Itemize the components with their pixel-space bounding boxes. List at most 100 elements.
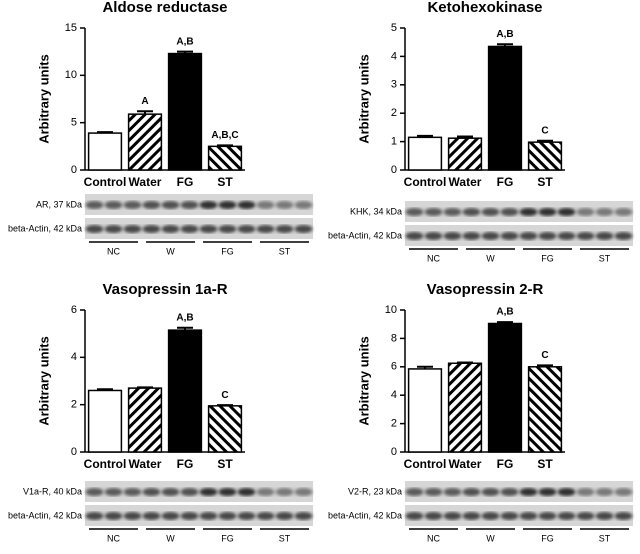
blot-band	[142, 512, 161, 520]
blot-band	[256, 488, 275, 496]
lane-label: ST	[279, 533, 291, 543]
blot-label: beta-Actin, 42 kDa	[328, 230, 402, 240]
blot-band	[614, 208, 633, 216]
error-bar	[97, 131, 113, 134]
bar	[407, 136, 443, 171]
lane-label: ST	[599, 533, 611, 543]
y-tick-label: 0	[71, 446, 77, 458]
lane-label: ST	[279, 246, 291, 256]
error-bar	[177, 50, 193, 54]
y-tick-label: 5	[391, 22, 397, 34]
bar	[487, 45, 523, 171]
lane-label: W	[166, 246, 175, 256]
blot-band	[85, 201, 104, 209]
blot-band	[443, 512, 462, 520]
blot-band	[443, 232, 462, 240]
bar	[407, 368, 443, 453]
y-tick-label: 10	[385, 304, 397, 316]
y-tick-label: 6	[391, 361, 397, 373]
error-bar	[537, 364, 553, 367]
x-tick-label: ST	[537, 175, 553, 189]
lane-label: NC	[107, 246, 120, 256]
blot-band	[275, 225, 294, 233]
bar	[447, 137, 483, 171]
x-tick-label: Control	[404, 175, 447, 189]
blot-band	[500, 208, 519, 216]
blot-band	[199, 512, 218, 520]
y-tick-label: 4	[391, 389, 397, 401]
blot-band	[123, 225, 142, 233]
blot-band	[256, 512, 275, 520]
blot-band	[595, 488, 614, 496]
significance-label: A,B	[496, 307, 513, 318]
blot-band	[462, 208, 481, 216]
blot-band	[576, 488, 595, 496]
bar	[207, 145, 243, 171]
blot-band	[237, 201, 256, 209]
blot-background	[405, 481, 633, 502]
blot-band	[275, 488, 294, 496]
blot-band	[104, 225, 123, 233]
blot-band	[218, 201, 237, 209]
error-bar	[177, 326, 193, 331]
chart-title: Ketohexokinase	[427, 0, 542, 16]
blot-band	[519, 488, 538, 496]
significance-label: A,B	[176, 36, 193, 47]
lane-label: FG	[221, 533, 234, 543]
chart-title: Aldose reductase	[102, 0, 227, 16]
blot-band	[576, 208, 595, 216]
y-tick-label: 0	[71, 164, 77, 176]
blot-background	[85, 218, 313, 239]
blot-label: V1a-R, 40 kDa	[23, 486, 82, 496]
y-tick-label: 8	[391, 332, 397, 344]
blot-band	[104, 201, 123, 209]
blot-band	[557, 232, 576, 240]
blot-band	[576, 232, 595, 240]
blot-band	[104, 488, 123, 496]
blot-band	[500, 512, 519, 520]
blot-band	[614, 488, 633, 496]
significance-label: C	[541, 350, 548, 361]
blot-band	[481, 208, 500, 216]
blot-label: KHK, 34 kDa	[350, 206, 402, 216]
blot-band	[180, 512, 199, 520]
blot-background	[85, 505, 313, 526]
blot-band	[538, 208, 557, 216]
blot-band	[199, 201, 218, 209]
blot-band	[614, 232, 633, 240]
blot-band	[443, 208, 462, 216]
blot-background	[85, 194, 313, 215]
blot-band	[500, 488, 519, 496]
blot-band	[199, 225, 218, 233]
blot-band	[85, 512, 104, 520]
blot-band	[576, 512, 595, 520]
blot-band	[462, 488, 481, 496]
blot-band	[405, 512, 424, 520]
lane-label: FG	[541, 533, 554, 543]
y-tick-label: 4	[391, 50, 397, 62]
y-tick-label: 2	[71, 399, 77, 411]
x-tick-label: Control	[404, 457, 447, 471]
bar	[87, 132, 123, 171]
y-tick-label: 2	[391, 418, 397, 430]
x-tick-label: Control	[84, 457, 127, 471]
blot-band	[180, 488, 199, 496]
lane-label: ST	[599, 253, 611, 263]
x-tick-label: Water	[449, 175, 482, 189]
chart-title: Vasopressin 1a-R	[102, 281, 227, 298]
blot-band	[142, 225, 161, 233]
y-axis-label: Arbitrary units	[36, 336, 51, 426]
blot-label: beta-Actin, 42 kDa	[328, 510, 402, 520]
error-bar	[457, 361, 473, 364]
blot-band	[405, 232, 424, 240]
blot-label: beta-Actin, 42 kDa	[8, 510, 82, 520]
error-bar	[137, 386, 153, 389]
x-tick-label: Control	[84, 175, 127, 189]
blot-background	[405, 225, 633, 246]
lane-label: W	[486, 533, 495, 543]
x-tick-label: FG	[177, 175, 194, 189]
lane-label: FG	[221, 246, 234, 256]
blot-band	[614, 512, 633, 520]
blot-band	[557, 208, 576, 216]
